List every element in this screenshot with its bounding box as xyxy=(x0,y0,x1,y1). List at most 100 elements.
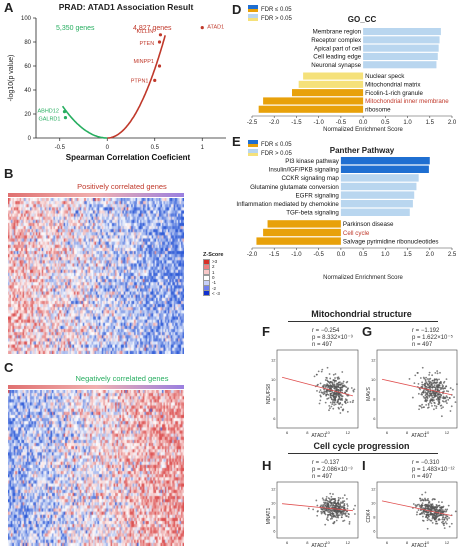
scatter-point xyxy=(431,374,434,377)
scatter-point xyxy=(329,492,332,495)
scatter-trend-line xyxy=(282,503,353,512)
legend-ns-neg-swatch xyxy=(248,153,258,156)
scatter-point xyxy=(441,387,443,390)
bar xyxy=(340,157,430,165)
scatter-point xyxy=(339,397,341,400)
scatter-point xyxy=(413,382,416,385)
scatter-trend-line xyxy=(381,500,453,516)
scatter-point xyxy=(433,378,436,381)
scatter-point xyxy=(435,520,437,523)
bar-category-label: Mitochondrial inner membrane xyxy=(365,98,449,105)
scatter-point xyxy=(339,497,342,500)
scatter-point xyxy=(348,521,351,523)
scatter-point xyxy=(337,516,340,519)
scatter-point xyxy=(336,516,338,519)
scatter-point xyxy=(333,520,336,523)
scatter-point xyxy=(325,505,328,508)
scatter-point xyxy=(420,511,423,514)
scatter-point xyxy=(346,510,349,513)
bar-category-label: Mitochondrial matrix xyxy=(365,82,421,89)
scatter-point xyxy=(437,501,440,503)
zscore-level: 2 xyxy=(212,264,215,270)
scatter-point xyxy=(327,497,330,500)
scatter-frame xyxy=(376,349,458,429)
scatter-point xyxy=(425,376,428,379)
volcano-y-tick-label: 80 xyxy=(24,40,31,46)
scatter-y-tick-label: 8 xyxy=(373,396,376,401)
scatter-x-tick-label: 10 xyxy=(425,430,430,435)
scatter-point xyxy=(336,382,339,385)
scatter-point xyxy=(424,507,427,510)
scatter-y-label: MAVS xyxy=(366,386,372,400)
volcano-gene-label: ABHD12 xyxy=(38,109,59,115)
bar-x-tick-label: -1.5 xyxy=(291,120,302,126)
bar-x-tick-label: 2.0 xyxy=(426,252,435,258)
scatter-x-tick-label: 6 xyxy=(386,540,389,545)
scatter-point xyxy=(325,503,328,506)
zscore-swatch xyxy=(203,290,210,297)
volcano-x-label: Spearman Correlation Coeficient xyxy=(66,153,191,162)
bar xyxy=(363,61,437,69)
scatter-point xyxy=(442,511,444,514)
scatter-point xyxy=(313,375,316,378)
scatter-point xyxy=(426,396,429,399)
scatter-point xyxy=(443,524,445,527)
zscore-level: -1 xyxy=(212,280,217,286)
scatter-point xyxy=(444,517,447,519)
zscore-level: -2 xyxy=(212,285,217,291)
scatter-point xyxy=(337,499,340,502)
scatter-point xyxy=(438,378,440,381)
bar-category-label: Salvage pyrimidine ribonucleotides xyxy=(343,238,439,245)
scatter-point xyxy=(437,393,440,396)
scatter-point xyxy=(316,389,318,392)
scatter-point xyxy=(421,519,424,522)
scatter-point xyxy=(444,387,447,390)
go-cc-title: GO_CC xyxy=(348,15,377,24)
scatter-point xyxy=(421,381,424,384)
volcano-title: PRAD: ATAD1 Association Result xyxy=(59,2,194,12)
scatter-point xyxy=(435,407,438,410)
scatter-point xyxy=(433,392,436,395)
scatter-trend-line xyxy=(381,378,453,396)
scatter-point xyxy=(435,506,438,508)
panel-letter-e: E xyxy=(232,134,241,149)
scatter-point xyxy=(417,392,420,395)
scatter-cdk4: r = −0.310 p = 1.483×10⁻¹² n = 497 CDK4 … xyxy=(366,460,458,549)
scatter-point xyxy=(430,394,433,397)
scatter-point xyxy=(322,498,325,501)
scatter-point xyxy=(316,514,319,517)
scatter-point xyxy=(340,395,343,398)
scatter-y-label: MNAT1 xyxy=(266,507,272,524)
scatter-point xyxy=(337,497,340,499)
volcano-point xyxy=(153,78,157,82)
scatter-point xyxy=(325,499,328,502)
scatter-point xyxy=(346,505,349,507)
scatter-point xyxy=(436,504,438,507)
volcano-x-tick-label: -0.5 xyxy=(55,145,66,151)
scatter-point xyxy=(342,505,344,508)
scatter-point xyxy=(345,399,348,402)
bar-x-tick-label: -0.5 xyxy=(336,120,347,126)
scatter-point xyxy=(340,502,342,504)
go-cc-legend: FDR ≤ 0.05 FDR > 0.05 xyxy=(248,5,293,22)
scatter-x-tick-label: 12 xyxy=(346,430,351,435)
scatter-point xyxy=(331,403,334,406)
scatter-point xyxy=(346,401,349,404)
scatter-point xyxy=(343,384,346,387)
scatter-point xyxy=(341,371,344,373)
scatter-point xyxy=(428,518,430,521)
scatter-point xyxy=(422,510,425,513)
mito-section-rule xyxy=(288,321,438,322)
scatter-point xyxy=(448,525,451,528)
scatter-point xyxy=(429,503,432,506)
scatter-point xyxy=(434,515,437,518)
scatter-point xyxy=(419,509,422,512)
scatter-point xyxy=(336,376,339,379)
scatter-point xyxy=(456,383,458,386)
bar-x-tick-label: 0.5 xyxy=(381,120,390,126)
scatter-point xyxy=(444,397,447,400)
scatter-point xyxy=(338,395,340,398)
scatter-point xyxy=(326,391,328,394)
bar xyxy=(267,220,341,228)
scatter-p: p = 1.622×10⁻⁵ xyxy=(412,334,454,341)
